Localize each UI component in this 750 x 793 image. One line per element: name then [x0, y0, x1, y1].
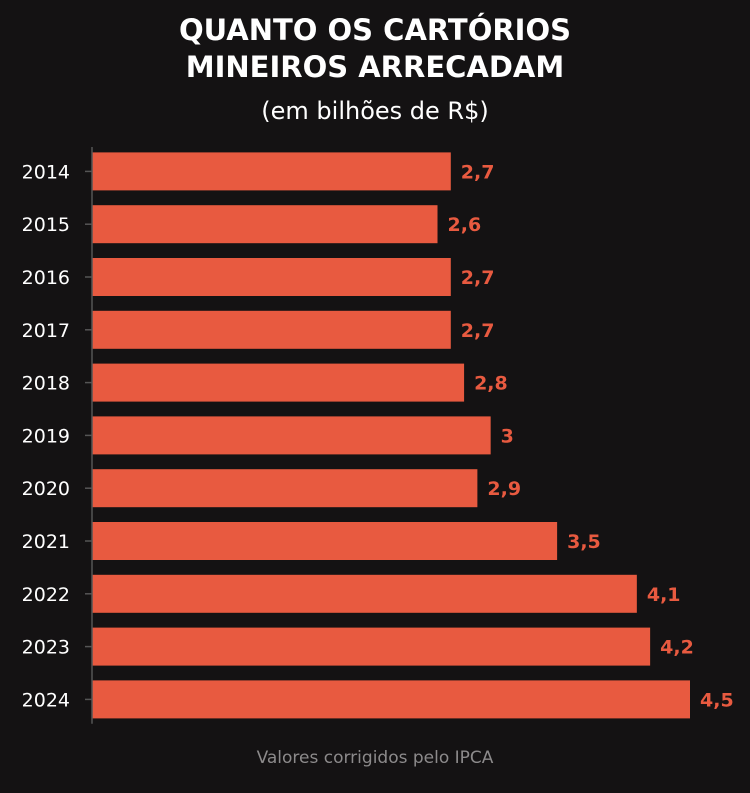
bar-2023	[92, 627, 651, 666]
data-label-2014: 2,7	[461, 161, 495, 183]
bar-2015	[92, 205, 438, 244]
data-label-2023: 4,2	[660, 637, 694, 659]
bar-2014	[92, 152, 451, 191]
tick-label-2023: 2023	[22, 637, 70, 659]
tick-label-2022: 2022	[22, 584, 70, 606]
bar-2021	[92, 522, 558, 560]
tick-label-2021: 2021	[22, 531, 70, 553]
data-label-2024: 4,5	[700, 689, 734, 711]
bar-2018	[92, 363, 465, 402]
chart-footnote: Valores corrigidos pelo IPCA	[256, 748, 494, 768]
data-label-2017: 2,7	[461, 320, 495, 342]
bar-2024	[92, 680, 690, 719]
data-label-2022: 4,1	[647, 584, 681, 606]
data-label-2021: 3,5	[567, 531, 601, 553]
tick-label-2015: 2015	[22, 214, 70, 236]
bar-2020	[92, 469, 478, 508]
bar-2016	[92, 258, 451, 296]
data-label-2015: 2,6	[448, 214, 482, 236]
bar-2017	[92, 310, 451, 349]
tick-label-2016: 2016	[22, 267, 70, 289]
data-label-2016: 2,7	[461, 267, 495, 289]
chart-title-line-2: MINEIROS ARRECADAM	[185, 50, 565, 84]
tick-label-2018: 2018	[22, 373, 70, 395]
tick-label-2014: 2014	[22, 161, 70, 183]
data-label-2019: 3	[501, 425, 514, 447]
chart-title-line-1: QUANTO OS CARTÓRIOS	[178, 13, 572, 47]
bar-2019	[92, 416, 491, 455]
tick-label-2017: 2017	[22, 320, 70, 342]
tick-label-2019: 2019	[22, 425, 70, 447]
chart-subtitle: (em bilhões de R$)	[261, 97, 489, 125]
tick-label-2024: 2024	[22, 689, 70, 711]
data-label-2018: 2,8	[474, 373, 508, 395]
bar-2022	[92, 574, 637, 613]
tick-label-2020: 2020	[22, 478, 70, 500]
chart-title: QUANTO OS CARTÓRIOS MINEIROS ARRECADAM	[0, 12, 750, 86]
data-label-2020: 2,9	[487, 478, 521, 500]
